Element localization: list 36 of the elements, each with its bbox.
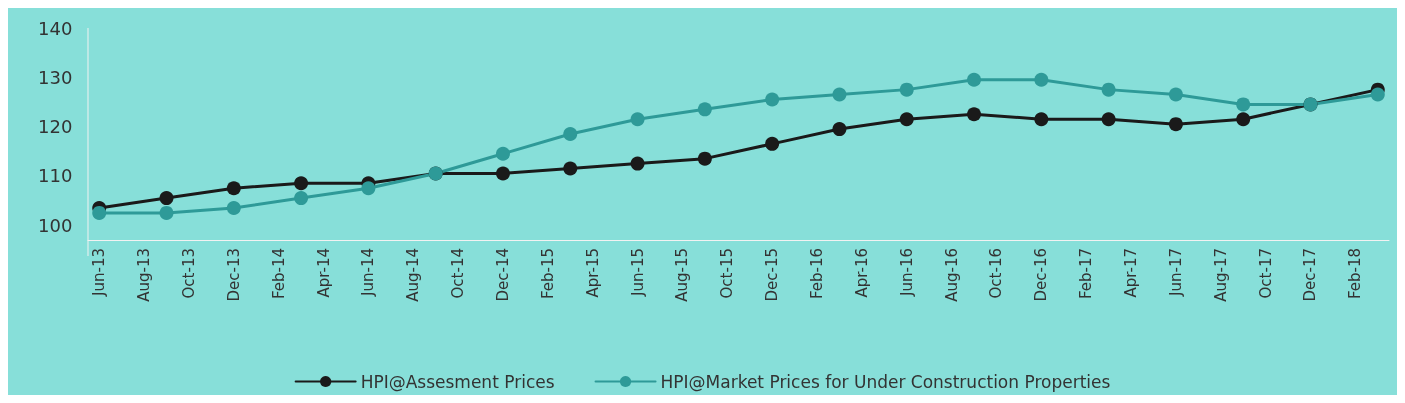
x-tick-label: Feb-16 [808, 248, 827, 300]
y-tick-label: 140 [38, 17, 73, 39]
x-tick-label: Jun-13 [90, 248, 109, 297]
legend-label: HPI@Assesment Prices [360, 371, 555, 392]
y-tick-label: 110 [38, 165, 73, 187]
x-tick-label: Oct-16 [987, 248, 1006, 299]
legend-label: HPI@Market Prices for Under Construction Properties [660, 371, 1111, 392]
y-tick-label: 120 [38, 116, 73, 138]
x-tick-label: Dec-16 [1032, 248, 1051, 302]
x-tick-label: Dec-13 [224, 248, 243, 302]
x-tick-label: Apr-16 [852, 248, 871, 298]
x-tick-label: Aug-17 [1211, 248, 1230, 302]
y-tick-label: 130 [38, 66, 73, 88]
x-tick-label: Oct-17 [1256, 248, 1275, 299]
y-tick-label: 100 [38, 214, 73, 236]
x-tick-label: Apr-15 [583, 248, 602, 298]
x-tick-label: Oct-13 [179, 248, 198, 299]
x-tick-label: Aug-15 [673, 248, 692, 302]
x-tick-label: Jun-17 [1166, 248, 1185, 297]
x-tick-label: Feb-17 [1077, 248, 1096, 300]
x-tick-label: Feb-14 [269, 248, 288, 300]
x-tick-label: Apr-14 [314, 248, 333, 298]
x-tick-label: Dec-15 [763, 248, 782, 302]
x-tick-label: Feb-18 [1346, 248, 1365, 300]
x-tick-label: Jun-14 [359, 248, 378, 297]
x-tick-label: Oct-14 [449, 248, 468, 299]
x-tick-label: Jun-16 [897, 248, 916, 297]
x-tick-label: Feb-15 [538, 248, 557, 300]
x-tick-label: Jun-15 [628, 248, 647, 297]
x-tick-label: Apr-17 [1122, 248, 1141, 298]
x-tick-label: Dec-14 [493, 248, 512, 302]
x-tick-label: Aug-13 [135, 248, 154, 302]
x-tick-label: Aug-16 [942, 248, 961, 302]
x-tick-label: Dec-17 [1301, 248, 1320, 302]
x-tick-label: Aug-14 [404, 248, 423, 302]
x-tick-label: Oct-15 [718, 248, 737, 299]
